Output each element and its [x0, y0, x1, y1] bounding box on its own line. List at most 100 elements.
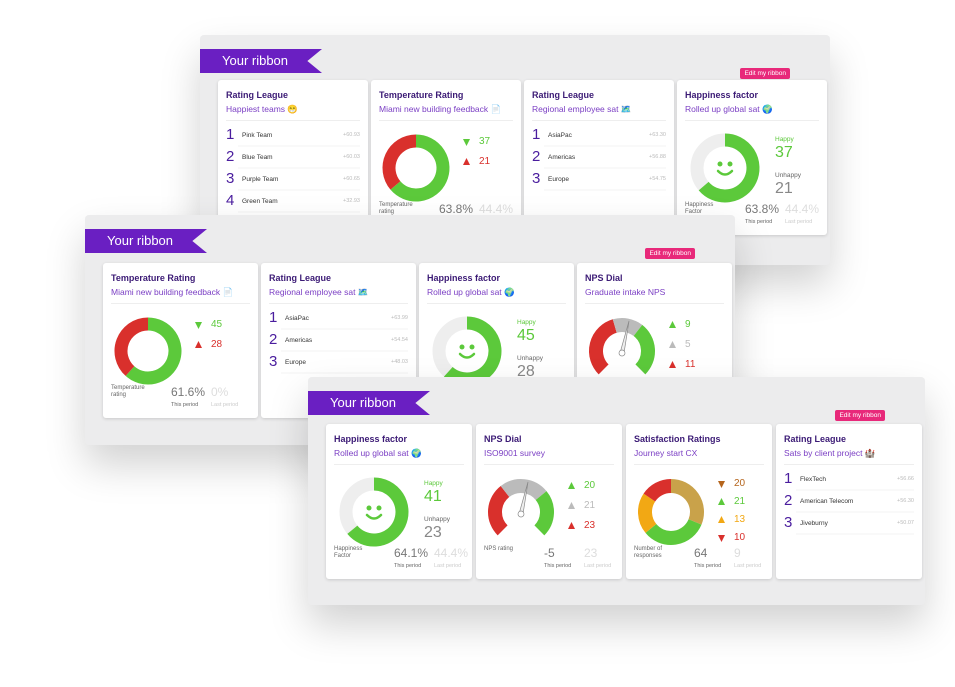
unhappy-value: 28 [517, 363, 535, 380]
current-value: 63.8% [439, 202, 474, 216]
widget-graphic [382, 134, 470, 202]
happy-label: Happy [424, 480, 443, 487]
footer-label: Temperature rating [379, 202, 413, 215]
card-subtitle: Miami new building feedback 📄 [379, 104, 502, 114]
happy-arc [698, 133, 760, 203]
rank: 1 [269, 309, 278, 326]
rank: 2 [532, 148, 541, 165]
period-label: This period [694, 563, 722, 569]
card-title: NPS Dial [585, 273, 623, 283]
widget-graphic [690, 133, 760, 203]
ring-segment [500, 479, 547, 501]
previous-value: 44.4% [785, 202, 820, 216]
row-name: Green Team [242, 198, 278, 205]
unhappy-label: Unhappy [775, 172, 802, 179]
edit-ribbon-button[interactable]: Edit my ribbon [645, 248, 695, 259]
current-value: -5 [544, 546, 555, 560]
trend-value: 21 [734, 496, 746, 507]
trend-arrow [463, 158, 470, 165]
smiley-mouth [458, 352, 476, 359]
edit-ribbon-button[interactable]: Edit my ribbon [835, 410, 885, 421]
trend-value: 20 [584, 480, 596, 491]
row-name: FlexTech [800, 476, 827, 483]
widget-graphic [796, 489, 914, 535]
rank: 1 [226, 126, 235, 143]
rank: 3 [226, 170, 235, 187]
widget-card: Rating League Regional employee sat 🗺️ 1 As… [524, 80, 674, 235]
row-score: +60.03 [343, 154, 360, 160]
card-title: Temperature Rating [379, 90, 464, 100]
previous-value: 23 [584, 546, 598, 560]
current-value: 64 [694, 546, 708, 560]
last-period-label: Last period [734, 563, 762, 569]
card-subtitle: Rolled up global sat 🌍 [334, 448, 422, 458]
separator [784, 464, 914, 465]
rank: 3 [269, 353, 278, 370]
current-value: 61.6% [171, 385, 206, 399]
separator [427, 303, 566, 304]
smiley-mouth [365, 513, 383, 520]
smiley-eye [366, 505, 372, 511]
smiley-eye [376, 505, 382, 511]
widget-card: Temperature Rating Miami new building fee… [103, 263, 258, 418]
widget-graphic [238, 145, 360, 213]
down-value: 45 [211, 319, 223, 330]
rank: 1 [784, 470, 793, 487]
trend-value: 5 [685, 339, 691, 350]
card-subtitle: ISO9001 survey [484, 448, 545, 458]
rank: 2 [784, 492, 793, 509]
card-subtitle: Miami new building feedback 📄 [111, 287, 234, 297]
row-score: +48.03 [391, 359, 408, 365]
happy-value: 41 [424, 488, 442, 505]
row-name: Pink Team [242, 132, 273, 139]
ring-segment [645, 518, 702, 545]
card-title: Temperature Rating [111, 273, 196, 283]
ring-segment [643, 479, 672, 502]
ribbon-tab: Your ribbon [200, 49, 322, 73]
row-name: Americas [548, 154, 576, 161]
row-name: American Telecom [800, 498, 854, 505]
trend-value: 13 [734, 514, 746, 525]
rank: 3 [784, 514, 793, 531]
previous-value: 44.4% [479, 202, 514, 216]
trend-arrow [718, 516, 725, 523]
widget-card: Rating League Happiest teams 😁 1 Pink Team +… [218, 80, 368, 235]
footer-label: Number of responses [634, 546, 663, 559]
up-value: 21 [479, 156, 491, 167]
widget-card: Temperature Rating Miami new building fee… [371, 80, 521, 235]
ribbon-tab: Your ribbon [85, 229, 207, 253]
trend-value: 20 [734, 478, 746, 489]
smiley-eye [727, 161, 733, 167]
card-title: Rating League [269, 273, 332, 283]
unhappy-label: Unhappy [517, 355, 544, 362]
row-score: +56.30 [897, 498, 914, 504]
edit-ribbon-button[interactable]: Edit my ribbon [740, 68, 790, 79]
row-score: +54.54 [391, 337, 408, 343]
gauge-hub [517, 510, 525, 518]
card-title: Happiness factor [334, 434, 408, 444]
trend-arrow [669, 321, 676, 328]
previous-value: 0% [211, 385, 229, 399]
footer-label: NPS rating [484, 546, 514, 552]
card-subtitle: Regional employee sat 🗺️ [269, 287, 369, 297]
trend-arrow [195, 341, 202, 348]
last-period-label: Last period [434, 563, 462, 569]
widget-card: Rating League Sats by client project 🏰 1 Fl… [776, 424, 922, 579]
current-value: 64.1% [394, 546, 429, 560]
ring-segment [390, 134, 450, 202]
ring-segment [670, 479, 704, 525]
row-name: AsiaPac [548, 132, 572, 139]
previous-value: 9 [734, 546, 741, 560]
widget-graphic [339, 477, 409, 547]
separator [484, 464, 614, 465]
smiley-eye [469, 344, 475, 350]
ring-segment [638, 493, 657, 533]
separator [334, 464, 464, 465]
last-period-label: Last period [785, 219, 813, 225]
row-name: Blue Team [242, 154, 273, 161]
ring-segment [382, 134, 417, 190]
widget-card: Happiness factor Rolled up global sat 🌍 Ha… [326, 424, 472, 579]
row-score: +60.93 [343, 132, 360, 138]
down-value: 37 [479, 136, 491, 147]
card-title: Happiness factor [685, 90, 759, 100]
